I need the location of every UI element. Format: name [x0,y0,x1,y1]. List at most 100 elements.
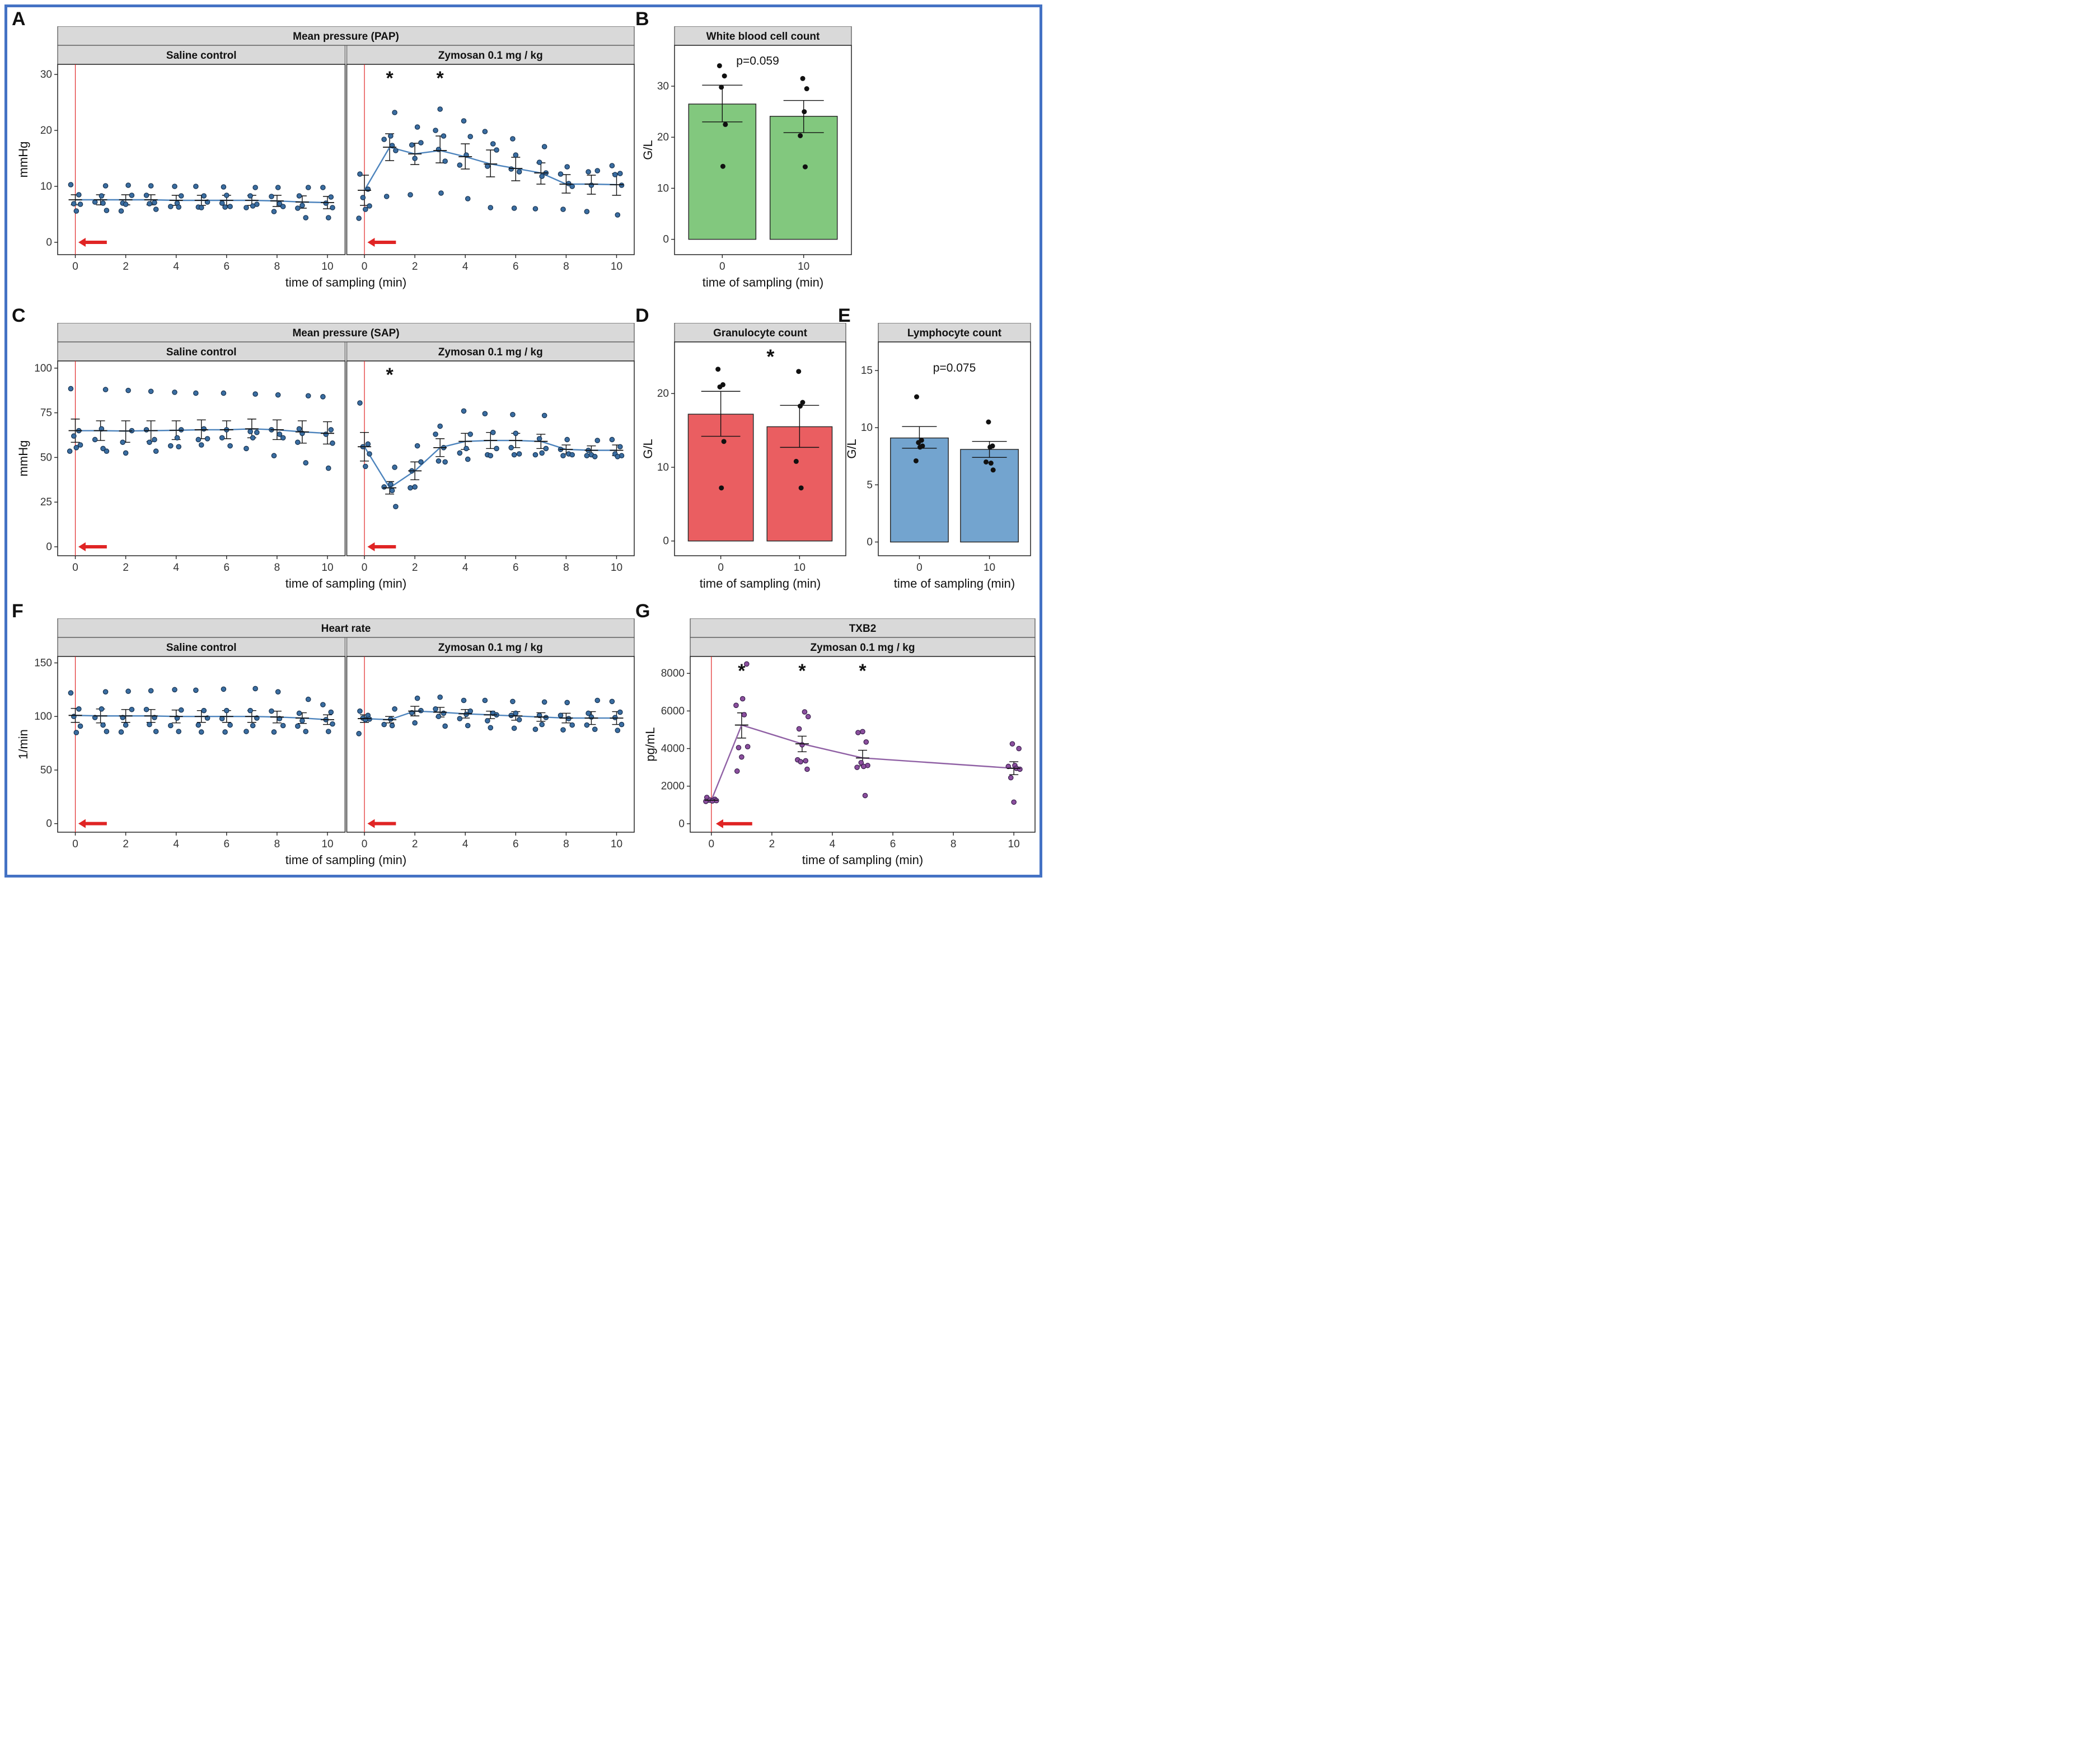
svg-text:0: 0 [362,838,368,850]
svg-text:25: 25 [40,496,52,508]
svg-text:2: 2 [412,261,418,273]
svg-text:6000: 6000 [661,705,685,717]
svg-text:10: 10 [321,261,333,273]
svg-text:10: 10 [611,562,622,574]
chart-granulocyte-count: Granulocyte count 0 10 * 0 10 20 G/L time of sam… [643,323,846,590]
svg-text:mmHg: mmHg [16,142,30,178]
panel-label-a: A [12,8,26,30]
svg-text:Mean pressure (PAP): Mean pressure (PAP) [293,31,399,43]
svg-text:4: 4 [173,562,179,574]
svg-text:8: 8 [563,562,569,574]
svg-text:G/L: G/L [643,439,655,458]
svg-text:0: 0 [719,261,725,273]
svg-text:2: 2 [123,838,129,850]
svg-text:30: 30 [657,81,669,92]
svg-text:*: * [386,364,394,386]
svg-text:6: 6 [513,562,519,574]
svg-text:Zymosan 0.1 mg / kg: Zymosan 0.1 mg / kg [811,642,915,654]
svg-text:White blood cell count: White blood cell count [706,31,820,43]
svg-text:4: 4 [830,838,836,850]
svg-text:4: 4 [173,838,179,850]
svg-text:8: 8 [274,562,280,574]
svg-text:Zymosan 0.1 mg / kg: Zymosan 0.1 mg / kg [438,50,543,62]
svg-text:2: 2 [412,838,418,850]
svg-text:0: 0 [678,818,685,830]
svg-text:Saline control: Saline control [166,50,237,62]
svg-text:15: 15 [861,365,873,377]
svg-text:20: 20 [40,125,52,137]
svg-text:6: 6 [513,261,519,273]
svg-text:8: 8 [563,838,569,850]
svg-text:0: 0 [916,562,923,574]
panel-label-f: F [12,600,24,622]
svg-text:30: 30 [40,69,52,81]
svg-text:0: 0 [72,562,78,574]
svg-text:time of sampling (min): time of sampling (min) [700,576,821,590]
svg-text:2000: 2000 [661,781,685,792]
svg-text:10: 10 [657,182,669,194]
panel-label-b: B [635,8,649,30]
svg-text:Zymosan 0.1 mg / kg: Zymosan 0.1 mg / kg [438,642,543,654]
svg-text:Mean pressure (SAP): Mean pressure (SAP) [292,327,399,339]
chart-white-blood-cell-count: White blood cell count 0 10 p=0.059 0 10 20 30 G… [643,26,852,289]
svg-text:time of sampling (min): time of sampling (min) [894,576,1015,590]
panel-label-e: E [838,305,851,326]
svg-text:0: 0 [709,838,715,850]
svg-text:time of sampling (min): time of sampling (min) [285,853,406,867]
svg-text:2: 2 [123,562,129,574]
svg-text:0: 0 [72,261,78,273]
svg-text:50: 50 [40,452,52,463]
svg-text:8000: 8000 [661,668,685,679]
svg-text:0: 0 [362,562,368,574]
panel-label-d: D [635,305,649,326]
svg-text:10: 10 [1008,838,1020,850]
chart-mean-pressure-sap: Mean pressure (SAP) Saline control 0 2 4 6 8 10… [16,323,635,590]
svg-text:0: 0 [46,237,52,248]
svg-text:G/L: G/L [643,140,655,159]
svg-text:4000: 4000 [661,743,685,755]
svg-text:*: * [386,68,394,89]
svg-text:*: * [798,660,806,682]
svg-text:1/min: 1/min [16,729,30,759]
svg-text:*: * [859,660,867,682]
chart-heart-rate: Heart rate Saline control 0 2 4 6 8 10 Zymosan 0… [16,618,635,867]
svg-text:G/L: G/L [847,439,859,458]
svg-text:50: 50 [40,764,52,776]
chart-lymphocyte-count: Lymphocyte count 0 10 p=0.075 0 5 10 15 G/L time … [847,323,1031,590]
svg-text:6: 6 [890,838,896,850]
svg-text:time of sampling (min): time of sampling (min) [285,576,406,590]
svg-text:8: 8 [274,838,280,850]
svg-text:10: 10 [657,462,669,473]
svg-text:8: 8 [274,261,280,273]
svg-text:4: 4 [462,261,469,273]
svg-text:6: 6 [513,838,519,850]
svg-text:4: 4 [173,261,179,273]
svg-text:10: 10 [984,562,995,574]
svg-text:time of sampling (min): time of sampling (min) [802,853,923,867]
svg-text:0: 0 [362,261,368,273]
svg-text:p=0.075: p=0.075 [933,362,976,374]
svg-text:4: 4 [462,562,469,574]
svg-text:pg/mL: pg/mL [643,727,657,761]
svg-text:*: * [738,660,746,682]
svg-text:Heart rate: Heart rate [321,623,371,635]
svg-text:0: 0 [72,838,78,850]
svg-text:10: 10 [611,838,622,850]
figure-frame: A B C D E F G Mean pressure (PAP) Saline … [4,4,1042,878]
svg-text:10: 10 [611,261,622,273]
svg-text:10: 10 [861,422,873,434]
svg-text:10: 10 [321,838,333,850]
svg-text:75: 75 [40,407,52,419]
svg-text:20: 20 [657,388,669,400]
chart-txb2: TXB2 Zymosan 0.1 mg / kg * * * 0 2 4 6 8 10 0 2000 40… [643,618,1036,867]
svg-text:0: 0 [663,234,669,246]
svg-text:0: 0 [718,562,724,574]
svg-text:Zymosan 0.1 mg / kg: Zymosan 0.1 mg / kg [438,346,543,358]
svg-text:*: * [437,68,444,89]
svg-text:100: 100 [34,711,52,723]
svg-text:150: 150 [34,657,52,669]
svg-text:10: 10 [798,261,809,273]
svg-text:0: 0 [46,818,52,830]
svg-text:Saline control: Saline control [166,346,237,358]
svg-text:8: 8 [563,261,569,273]
